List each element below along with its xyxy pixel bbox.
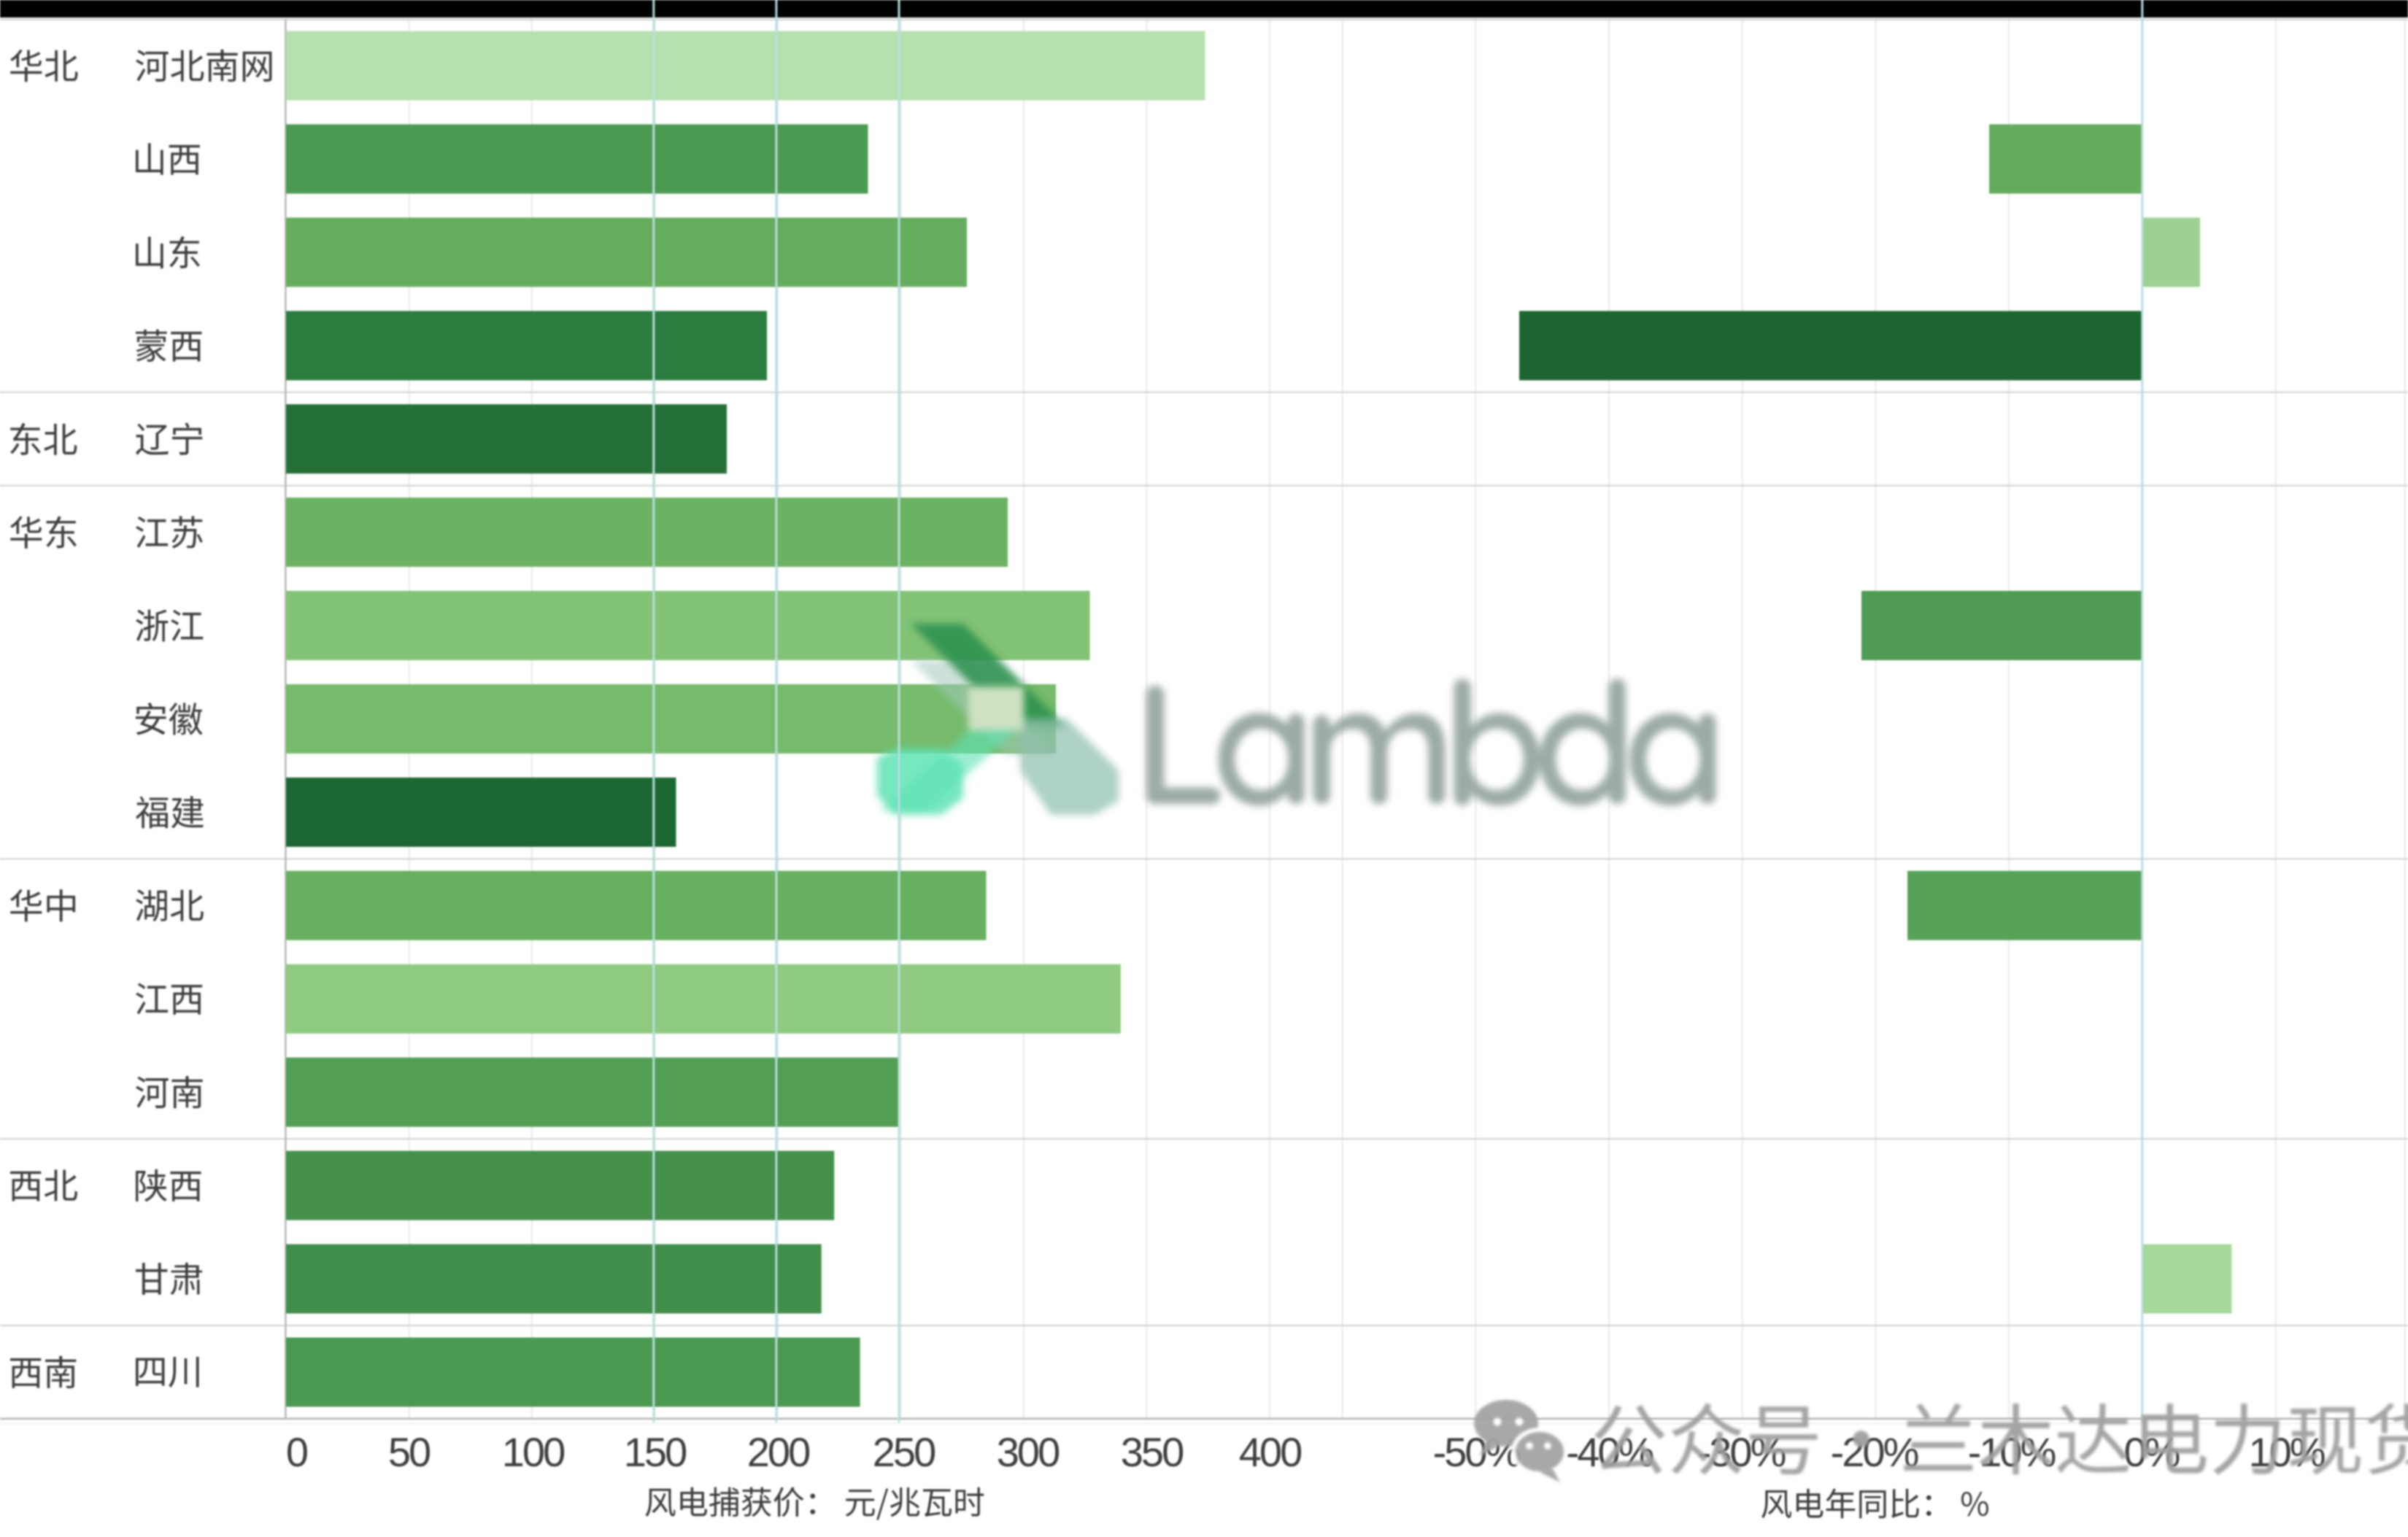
svg-text:50: 50 xyxy=(388,1429,430,1475)
svg-text:250: 250 xyxy=(873,1429,935,1475)
svg-text:300: 300 xyxy=(997,1429,1059,1475)
svg-text:100: 100 xyxy=(502,1429,564,1475)
svg-text:400: 400 xyxy=(1239,1429,1301,1475)
svg-text:-10%: -10% xyxy=(1968,1429,2056,1475)
svg-text:350: 350 xyxy=(1121,1429,1183,1475)
svg-text:0: 0 xyxy=(286,1429,307,1475)
svg-text:10%: 10% xyxy=(2248,1429,2324,1475)
svg-text:150: 150 xyxy=(624,1429,686,1475)
svg-text:200: 200 xyxy=(747,1429,809,1475)
